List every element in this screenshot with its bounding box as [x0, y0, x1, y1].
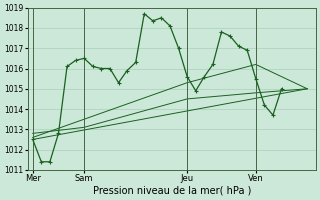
- X-axis label: Pression niveau de la mer( hPa ): Pression niveau de la mer( hPa ): [92, 186, 251, 196]
